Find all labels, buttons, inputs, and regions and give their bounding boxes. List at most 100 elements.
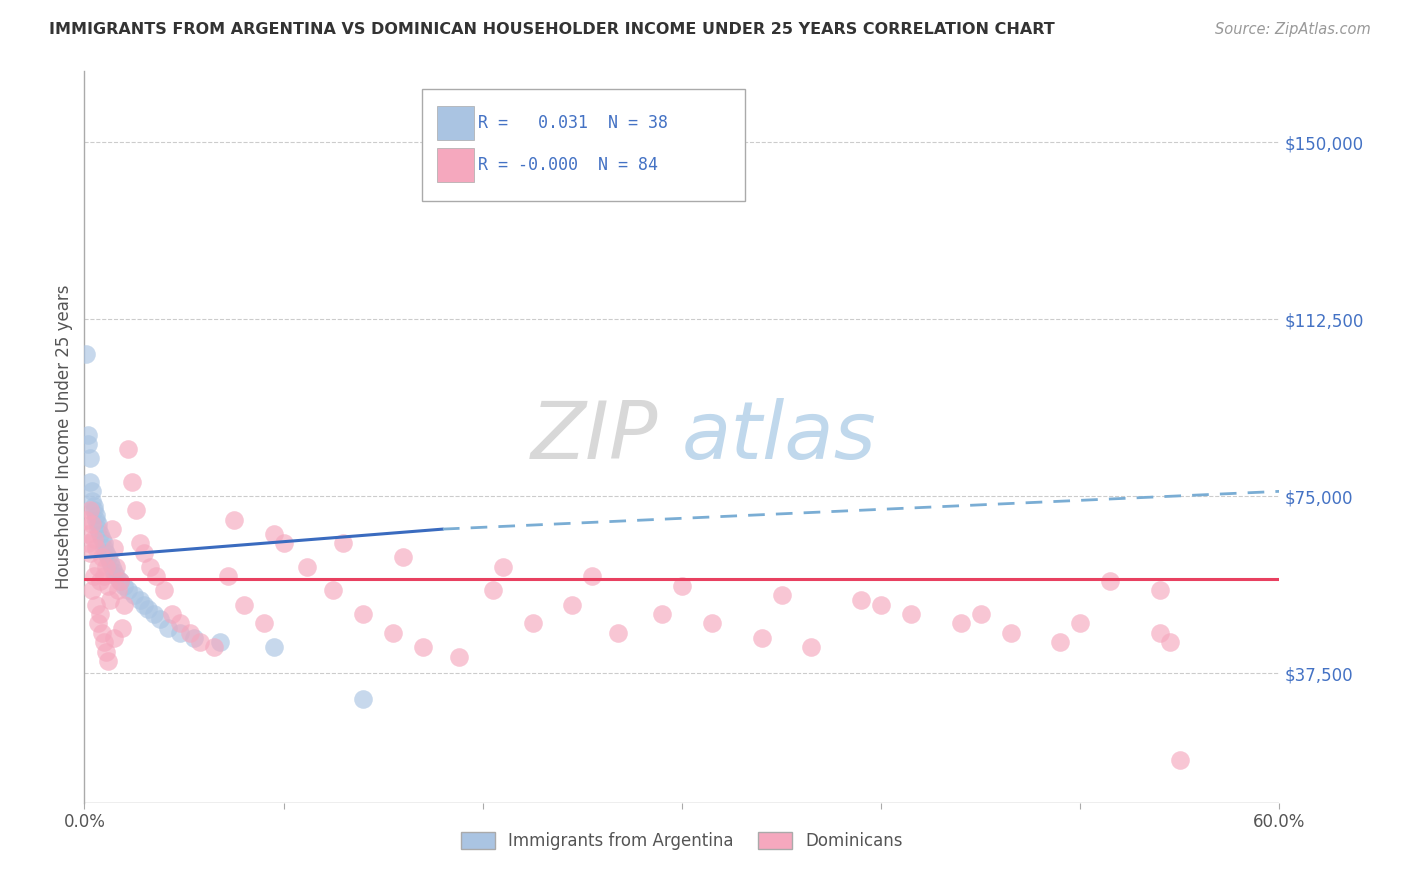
Point <box>82 484 104 499</box>
Point <box>96 645 118 659</box>
Point <box>77 437 100 451</box>
Point <box>107 583 129 598</box>
Point <box>297 559 319 574</box>
Point <box>169 626 191 640</box>
Text: Source: ZipAtlas.com: Source: ZipAtlas.com <box>1215 22 1371 37</box>
Point <box>157 621 180 635</box>
Point <box>700 616 723 631</box>
Point <box>447 649 470 664</box>
Point <box>851 593 873 607</box>
Point <box>208 635 231 649</box>
Point <box>82 583 104 598</box>
Point <box>1149 583 1171 598</box>
Point <box>86 508 108 522</box>
Point <box>103 565 125 579</box>
Point <box>800 640 823 654</box>
Point <box>93 536 115 550</box>
Point <box>522 616 544 631</box>
Point <box>183 631 205 645</box>
Point <box>132 598 156 612</box>
Point <box>83 499 105 513</box>
Point <box>136 602 159 616</box>
Point <box>179 626 201 640</box>
Point <box>129 593 152 607</box>
Point <box>900 607 922 621</box>
Point <box>82 493 104 508</box>
Text: R =   0.031  N = 38: R = 0.031 N = 38 <box>478 114 668 132</box>
Point <box>1049 635 1071 649</box>
Point <box>671 579 693 593</box>
Point <box>87 517 110 532</box>
Point <box>392 550 415 565</box>
Point <box>949 616 972 631</box>
Point <box>98 555 121 569</box>
Point <box>87 559 110 574</box>
Point <box>82 517 104 532</box>
Point <box>77 427 100 442</box>
Point <box>117 442 139 456</box>
Point <box>97 550 120 565</box>
Point <box>91 532 114 546</box>
Text: IMMIGRANTS FROM ARGENTINA VS DOMINICAN HOUSEHOLDER INCOME UNDER 25 YEARS CORRELA: IMMIGRANTS FROM ARGENTINA VS DOMINICAN H… <box>49 22 1054 37</box>
Point <box>75 513 97 527</box>
Point <box>101 559 124 574</box>
Point <box>581 569 603 583</box>
Point <box>125 503 148 517</box>
Point <box>273 536 295 550</box>
Point <box>263 640 285 654</box>
Point <box>79 451 101 466</box>
Point <box>382 626 405 640</box>
Point <box>89 526 111 541</box>
Point <box>1168 753 1191 767</box>
Point <box>169 616 191 631</box>
Text: ZIP: ZIP <box>530 398 658 476</box>
Point <box>770 588 793 602</box>
Point <box>93 635 115 649</box>
Point <box>153 583 176 598</box>
Point <box>322 583 344 598</box>
Point <box>93 541 115 555</box>
Point <box>86 541 108 555</box>
Point <box>160 607 183 621</box>
Point <box>97 654 120 668</box>
Point <box>77 526 100 541</box>
Text: atlas: atlas <box>682 398 877 476</box>
Point <box>1000 626 1022 640</box>
Point <box>1149 626 1171 640</box>
Point <box>139 559 162 574</box>
Point <box>86 513 108 527</box>
Point <box>98 593 121 607</box>
Point <box>105 559 128 574</box>
Point <box>79 503 101 517</box>
Point <box>751 631 773 645</box>
Y-axis label: Householder Income Under 25 years: Householder Income Under 25 years <box>55 285 73 590</box>
Point <box>112 598 135 612</box>
Point <box>492 559 515 574</box>
Point <box>87 522 110 536</box>
Point <box>352 607 374 621</box>
Point <box>202 640 225 654</box>
Point <box>188 635 211 649</box>
Point <box>101 522 124 536</box>
Point <box>97 579 120 593</box>
Point <box>79 475 101 489</box>
Point <box>83 532 105 546</box>
Point <box>89 607 111 621</box>
Point <box>91 550 114 565</box>
Point <box>651 607 673 621</box>
Text: R = -0.000  N = 84: R = -0.000 N = 84 <box>478 156 658 174</box>
Legend: Immigrants from Argentina, Dominicans: Immigrants from Argentina, Dominicans <box>454 825 910 856</box>
Point <box>352 692 374 706</box>
Point <box>110 574 132 588</box>
Point <box>96 559 118 574</box>
Point <box>1099 574 1122 588</box>
Point <box>103 631 125 645</box>
Point <box>149 612 172 626</box>
Point <box>117 583 139 598</box>
Point <box>83 569 105 583</box>
Point <box>75 347 97 361</box>
Point <box>412 640 434 654</box>
Point <box>77 536 100 550</box>
Point <box>1159 635 1181 649</box>
Point <box>561 598 583 612</box>
